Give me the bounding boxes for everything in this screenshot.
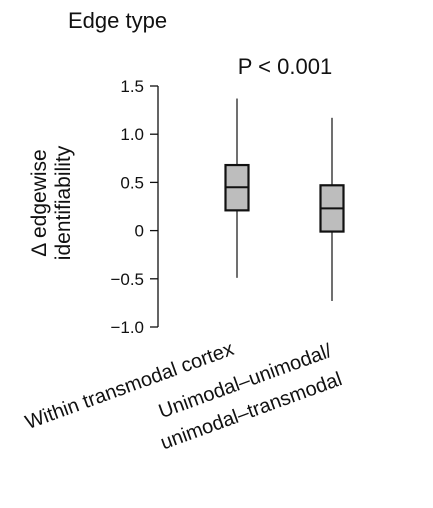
y-axis-label-line: identifiability xyxy=(52,145,75,260)
box-group xyxy=(224,98,345,301)
chart-title: Edge type xyxy=(68,8,167,33)
y-tick-label: 1.0 xyxy=(120,125,144,144)
y-axis-label: Δ edgewise identifiability xyxy=(28,145,75,260)
box-1 xyxy=(224,98,250,278)
y-tick-label: 0.5 xyxy=(120,173,144,192)
p-value-annotation: P < 0.001 xyxy=(238,54,332,79)
box-2 xyxy=(319,117,345,301)
y-tick-label: −0.5 xyxy=(110,270,144,289)
category-labels: Within transmodal cortexUnimodal–unimoda… xyxy=(22,338,345,454)
y-tick-label: 0 xyxy=(135,222,144,241)
y-tick-label: −1.0 xyxy=(110,318,144,337)
y-axis: 1.5 1.0 0.5 0 −0.5 −1.0 xyxy=(110,77,159,337)
y-tick-label: 1.5 xyxy=(120,77,144,96)
y-axis-label-line: Δ edgewise xyxy=(28,149,51,256)
